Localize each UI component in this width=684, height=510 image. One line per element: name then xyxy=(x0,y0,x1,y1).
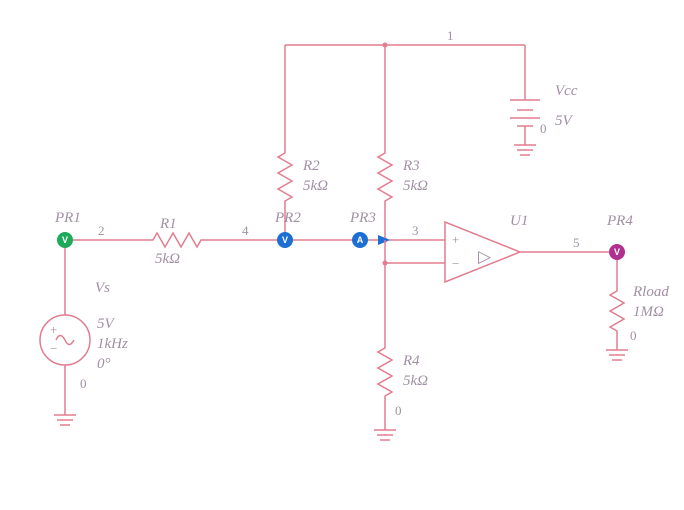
pr3-label: PR3 xyxy=(349,210,376,226)
probe-pr3: A xyxy=(352,232,368,248)
svg-text:V: V xyxy=(62,235,68,245)
r2-name: R2 xyxy=(302,158,320,174)
svg-text:+: + xyxy=(50,322,57,337)
r4-resistor xyxy=(374,285,396,440)
rload-resistor xyxy=(606,252,628,360)
node-5: 5 xyxy=(573,235,580,250)
vs-source: + − xyxy=(40,240,90,425)
u1-name: U1 xyxy=(510,213,528,229)
r2-value: 5kΩ xyxy=(303,178,328,194)
pr4-label: PR4 xyxy=(606,213,633,229)
rload-value: 1MΩ xyxy=(633,304,664,320)
pr1-label: PR1 xyxy=(54,210,81,226)
vcc-value: 5V xyxy=(555,113,574,129)
svg-text:V: V xyxy=(614,247,620,257)
r1-value: 5kΩ xyxy=(155,251,180,267)
probe-pr2: V xyxy=(277,232,293,248)
current-arrow xyxy=(378,235,390,245)
r1-name: R1 xyxy=(159,216,177,232)
node-0-rload: 0 xyxy=(630,328,637,343)
svg-text:▷: ▷ xyxy=(478,247,492,266)
vcc-name: Vcc xyxy=(555,83,578,99)
vs-phase: 0° xyxy=(97,356,111,372)
svg-text:V: V xyxy=(282,235,288,245)
node-0-r4: 0 xyxy=(395,403,402,418)
node-3: 3 xyxy=(412,223,419,238)
pr2-label: PR2 xyxy=(274,210,301,226)
vs-name: Vs xyxy=(95,280,110,296)
node-4: 4 xyxy=(242,223,249,238)
r1-resistor xyxy=(145,233,209,247)
vs-freq: 1kHz xyxy=(97,336,128,352)
vcc-source xyxy=(510,45,540,155)
svg-text:+: + xyxy=(452,232,459,247)
svg-text:−: − xyxy=(452,256,459,271)
rload-name: Rload xyxy=(632,284,669,300)
r3-name: R3 xyxy=(402,158,420,174)
r3-resistor xyxy=(378,145,392,240)
node-2: 2 xyxy=(98,223,105,238)
probe-pr1: V xyxy=(57,232,73,248)
junction xyxy=(383,43,388,48)
r3-value: 5kΩ xyxy=(403,178,428,194)
svg-text:A: A xyxy=(357,235,364,245)
r4-value: 5kΩ xyxy=(403,373,428,389)
r4-name: R4 xyxy=(402,353,420,369)
vs-amp: 5V xyxy=(97,316,116,332)
node-0-vcc: 0 xyxy=(540,121,547,136)
circuit-canvas: Vcc 5V 0 R2 5kΩ R3 5kΩ R1 5kΩ + − ▷ U1 xyxy=(0,0,684,510)
svg-text:−: − xyxy=(50,341,57,356)
node-0-vs: 0 xyxy=(80,376,87,391)
probe-pr4: V xyxy=(609,244,625,260)
node-1: 1 xyxy=(447,28,454,43)
